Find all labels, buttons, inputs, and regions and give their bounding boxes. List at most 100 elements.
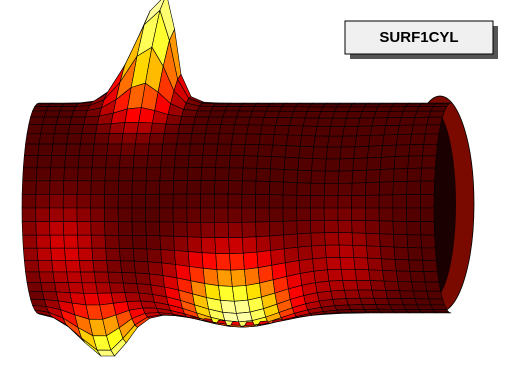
mesh-patch <box>234 299 251 314</box>
mesh-patch <box>173 236 189 252</box>
mesh-patch <box>81 124 98 134</box>
mesh-patch <box>131 180 147 195</box>
mesh-patch <box>161 143 177 156</box>
mesh-patch <box>378 220 394 235</box>
mesh-patch <box>172 221 188 238</box>
mesh-patch <box>283 156 300 171</box>
mesh-patch <box>263 110 281 118</box>
mesh-patch <box>138 292 155 303</box>
mesh-patch <box>83 115 100 125</box>
mesh-patch <box>174 250 190 267</box>
mesh-patch <box>378 207 394 222</box>
mesh-patch <box>229 252 245 271</box>
label-text: SURF1CYL <box>379 29 458 46</box>
mesh-patch <box>66 133 83 145</box>
mesh-patch <box>122 122 139 134</box>
mesh-patch <box>62 221 78 236</box>
mesh-patch <box>351 232 367 247</box>
mesh-patch <box>291 111 308 119</box>
mesh-patch <box>38 271 55 283</box>
mesh-patch <box>389 304 406 310</box>
mesh-patch <box>364 207 380 222</box>
mesh-patch <box>119 155 135 169</box>
mesh-patch <box>52 271 69 283</box>
mesh-patch <box>21 194 37 209</box>
mesh-patch <box>286 134 302 147</box>
mesh-patch <box>298 258 315 274</box>
mesh-patch <box>34 103 51 107</box>
mesh-patch <box>406 180 422 195</box>
mesh-patch <box>90 207 105 222</box>
mesh-patch <box>187 236 203 253</box>
mesh-patch <box>50 155 66 169</box>
mesh-patch <box>244 267 260 286</box>
mesh-patch <box>428 110 445 118</box>
mesh-patch <box>373 297 390 306</box>
mesh-patch <box>270 248 286 266</box>
mesh-patch <box>380 258 397 272</box>
mesh-patch <box>119 248 135 262</box>
mesh-patch <box>416 106 434 112</box>
mesh-patch <box>295 103 312 108</box>
mesh-patch <box>420 167 436 182</box>
mesh-patch <box>254 103 271 107</box>
mesh-patch <box>76 221 92 236</box>
mesh-patch <box>399 117 416 126</box>
mesh-patch <box>325 146 342 160</box>
mesh-patch <box>210 106 228 112</box>
mesh-patch <box>106 143 122 156</box>
mesh-patch <box>55 116 72 125</box>
mesh-patch <box>227 222 243 238</box>
mesh-patch <box>351 169 367 184</box>
mesh-patch <box>67 124 84 135</box>
mesh-patch <box>324 244 341 259</box>
mesh-patch <box>281 103 299 108</box>
mesh-patch <box>287 125 304 136</box>
mesh-patch <box>284 145 301 159</box>
mesh-patch <box>385 290 402 299</box>
mesh-patch <box>22 234 38 249</box>
mesh-patch <box>402 106 420 112</box>
mesh-patch <box>255 180 271 195</box>
mesh-patch <box>345 297 363 306</box>
mesh-patch <box>104 180 119 195</box>
mesh-patch <box>337 219 353 234</box>
mesh-patch <box>90 194 105 209</box>
mesh-patch <box>327 135 344 148</box>
mesh-patch <box>28 116 45 125</box>
mesh-patch <box>95 123 112 134</box>
mesh-patch <box>312 257 328 272</box>
mesh-patch <box>407 155 423 169</box>
mesh-patch <box>201 155 217 168</box>
mesh-patch <box>421 247 437 261</box>
mesh-patch <box>397 281 414 292</box>
mesh-patch <box>328 280 345 292</box>
mesh-patch <box>218 124 235 135</box>
mesh-patch <box>147 261 164 276</box>
mesh-patch <box>175 143 191 156</box>
mesh-patch <box>76 207 92 222</box>
mesh-patch <box>230 143 246 156</box>
mesh-patch <box>231 133 247 145</box>
mesh-patch <box>342 279 359 291</box>
mesh-patch <box>432 103 450 107</box>
mesh-patch <box>73 105 90 112</box>
mesh-patch <box>312 146 328 160</box>
mesh-patch <box>45 106 63 112</box>
mesh-patch <box>195 110 212 118</box>
mesh-patch <box>202 143 219 156</box>
mesh-patch <box>133 260 150 275</box>
mesh-patch <box>214 237 230 254</box>
mesh-patch <box>357 289 375 299</box>
mesh-patch <box>324 232 340 246</box>
mesh-patch <box>359 297 377 305</box>
mesh-patch <box>124 292 141 302</box>
mesh-patch <box>52 133 69 145</box>
mesh-patch <box>256 155 272 170</box>
mesh-patch <box>145 180 161 195</box>
mesh-patch <box>379 246 396 260</box>
mesh-patch <box>36 247 53 261</box>
mesh-patch <box>408 259 425 272</box>
mesh-patch <box>421 155 437 169</box>
mesh-patch <box>272 134 289 146</box>
